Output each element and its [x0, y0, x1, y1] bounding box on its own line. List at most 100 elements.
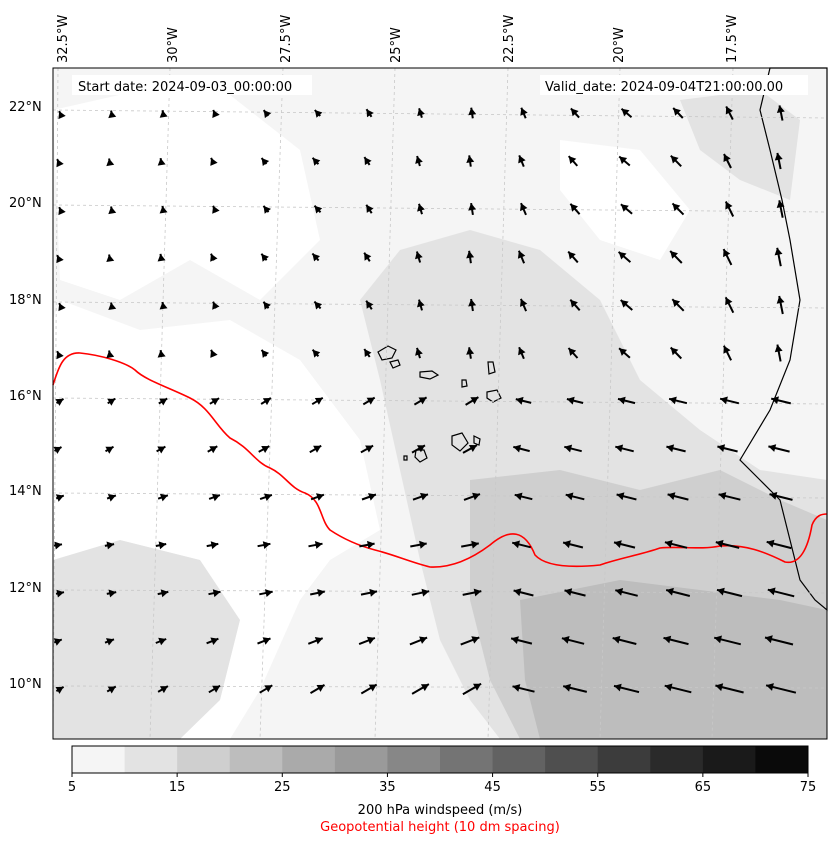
wind-arrow-head: [106, 638, 114, 646]
wind-arrow-head: [468, 107, 477, 116]
wind-arrow-head: [520, 107, 528, 116]
wind-arrow-head: [107, 398, 116, 406]
wind-arrow-head: [212, 110, 220, 118]
wind-arrow-head: [261, 349, 270, 358]
wind-arrow-head: [514, 492, 523, 501]
wind-arrow-head: [212, 301, 220, 310]
wind-arrow-head: [417, 299, 425, 308]
wind-arrow-head: [53, 638, 62, 646]
wind-shade-white-east: [560, 140, 690, 260]
wind-arrow-head: [513, 444, 521, 453]
wind-arrow-head: [368, 493, 376, 501]
wind-arrow-head: [261, 158, 270, 166]
wind-arrow-head: [366, 300, 374, 309]
wind-arrow-head: [615, 588, 624, 596]
wind-arrow-head: [420, 492, 428, 501]
wind-arrow-head: [107, 494, 116, 502]
wind-arrow-head: [470, 397, 479, 405]
wind-arrow-head: [720, 396, 728, 405]
colorbar-cell: [597, 746, 651, 773]
wind-arrow-head: [364, 252, 372, 261]
wind-shade-15-ne: [680, 90, 800, 200]
wind-arrow-head: [663, 635, 672, 644]
wind-arrow-head: [472, 492, 480, 501]
colorbar-cell: [282, 746, 336, 773]
wind-arrow-head: [621, 108, 630, 117]
wind-arrow-head: [568, 348, 577, 356]
wind-arrow-head: [312, 157, 321, 166]
wind-arrow-head: [670, 347, 679, 356]
wind-arrow-head: [419, 540, 427, 549]
wind-arrow-head: [108, 589, 117, 598]
wind-arrow-head: [618, 251, 627, 260]
wind-arrow-head: [106, 254, 115, 262]
start-date-label: Start date: 2024-09-03_00:00:00: [78, 80, 292, 95]
wind-arrow-head: [106, 350, 115, 359]
graticule: [52, 67, 828, 740]
wind-arrow-head: [159, 493, 168, 502]
wind-arrow-head: [512, 540, 520, 549]
colorbar-cell: [387, 746, 441, 773]
wind-arrow-head: [56, 255, 64, 264]
wind-arrow-head: [263, 301, 271, 310]
wind-arrow-head: [106, 158, 115, 167]
wind-arrow-head: [158, 541, 167, 550]
wind-arrow-head: [466, 250, 475, 259]
wind-arrow-head: [210, 157, 218, 166]
wind-arrow-head: [210, 637, 219, 645]
wind-arrow-head: [420, 684, 429, 692]
wind-arrow-head: [468, 445, 477, 452]
wind-arrow-head: [520, 203, 528, 212]
wind-arrow-head: [774, 152, 783, 161]
wind-arrow-head: [664, 540, 673, 548]
lat-label-20n: 20°N: [9, 196, 42, 211]
lat-label-18n: 18°N: [9, 293, 42, 308]
wind-arrow-head: [670, 251, 678, 259]
wind-arrow-head: [261, 253, 269, 262]
wind-arrow-head: [366, 397, 375, 405]
lat-label-16n: 16°N: [9, 389, 42, 404]
wind-arrow-head: [714, 635, 722, 644]
wind-arrow-head: [776, 105, 785, 113]
wind-arrow-head: [263, 110, 272, 119]
colorbar-cell: [72, 746, 126, 773]
wind-arrow-head: [105, 446, 114, 454]
wind-arrow-head: [369, 588, 377, 597]
colorbar-tick-label: 75: [800, 780, 817, 795]
wind-arrow-head: [157, 446, 166, 454]
wind-arrow-head: [564, 588, 573, 596]
start-date-box: [72, 75, 312, 95]
wind-arrow-head: [157, 158, 166, 166]
wind-arrow-head: [723, 154, 731, 162]
lat-label-10n: 10°N: [9, 677, 42, 692]
wind-arrow-head: [616, 492, 625, 501]
wind-arrow-head: [513, 588, 522, 597]
africa-coastline: [739, 67, 828, 612]
wind-arrow-head: [774, 344, 783, 353]
wind-arrow-head: [776, 200, 785, 208]
wind-arrow-head: [53, 446, 62, 454]
cape-verde-islands: [377, 345, 502, 463]
wind-arrow-head: [473, 588, 482, 597]
colorbar-tick-label: 35: [379, 780, 396, 795]
wind-arrow-head: [564, 444, 573, 453]
lon-label-20w: 20°W: [612, 27, 627, 63]
wind-arrow-head: [619, 156, 628, 165]
wind-arrow-head: [56, 351, 64, 360]
lat-label-22n: 22°N: [9, 100, 42, 115]
wind-arrow-head: [212, 493, 220, 502]
wind-arrow-head: [715, 683, 724, 692]
lon-label-27.5w: 27.5°W: [279, 15, 294, 63]
wind-arrow-head: [725, 297, 733, 306]
wind-arrow-head: [212, 685, 221, 693]
wind-arrow-head: [312, 349, 321, 358]
wind-arrow-head: [157, 253, 166, 262]
colorbar-cell: [229, 746, 283, 773]
wind-arrow-head: [364, 157, 372, 166]
wind-arrow-head: [568, 251, 576, 260]
wind-arrow-head: [471, 540, 479, 549]
wind-arrow-head: [364, 349, 372, 357]
colorbar-tick-label: 55: [589, 780, 606, 795]
wind-arrow-head: [415, 251, 423, 260]
